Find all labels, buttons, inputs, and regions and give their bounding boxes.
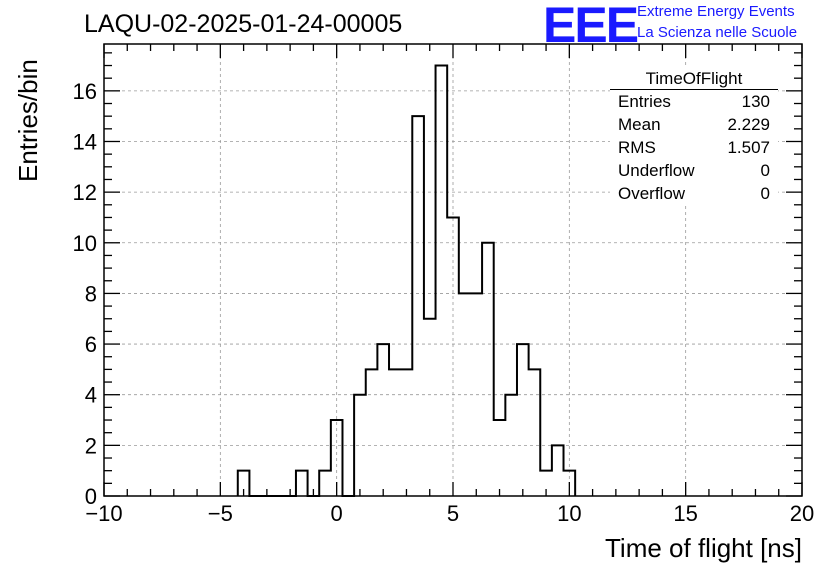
- logo-subtitle-line1: Extreme Energy Events: [637, 3, 795, 20]
- tick-labels: −10 −5 0 5 10 15 20 0 2 4 6 8 10 12 14 16: [73, 79, 815, 526]
- stats-row-entries: Entries 130: [610, 90, 778, 113]
- x-tick-label: 0: [331, 501, 343, 526]
- stats-row-rms: RMS 1.507: [610, 136, 778, 159]
- stats-label: Overflow: [618, 184, 686, 203]
- stats-label: Mean: [618, 115, 661, 134]
- y-tick-label: 0: [85, 484, 97, 509]
- y-tick-label: 4: [85, 383, 97, 408]
- stats-row-overflow: Overflow 0: [610, 182, 778, 205]
- histogram-bin: [366, 369, 378, 496]
- eee-logo: EEE: [543, 0, 639, 53]
- histogram-bin: [552, 445, 564, 496]
- y-tick-label: 2: [85, 433, 97, 458]
- logo-subtitle-line2: La Scienza nelle Scuole: [637, 24, 798, 41]
- stats-value: 1.507: [727, 138, 770, 157]
- histogram-bin: [389, 369, 401, 496]
- y-axis-label: Entries/bin: [13, 59, 43, 182]
- histogram-bin: [296, 471, 308, 496]
- stats-row-underflow: Underflow 0: [610, 159, 778, 182]
- histogram-bin: [424, 319, 436, 496]
- histogram-bin: [377, 344, 389, 496]
- y-tick-label: 8: [85, 281, 97, 306]
- y-tick-label: 10: [73, 231, 97, 256]
- axis-ticks: [103, 44, 803, 497]
- histogram-step-line: [236, 64, 577, 497]
- histogram-bin: [412, 116, 424, 496]
- histogram-bin: [494, 420, 506, 496]
- y-tick-label: 14: [73, 129, 97, 154]
- x-tick-label: 5: [447, 501, 459, 526]
- stats-label: Underflow: [618, 161, 695, 180]
- stats-value: 0: [760, 184, 770, 203]
- x-tick-label: 20: [790, 501, 814, 526]
- histogram-series: [236, 64, 577, 497]
- x-tick-label: 15: [673, 501, 697, 526]
- stats-value: 130: [741, 92, 770, 111]
- x-axis-label: Time of flight [ns]: [605, 533, 802, 563]
- x-tick-label: −5: [208, 501, 233, 526]
- stats-label: Entries: [618, 92, 671, 111]
- stats-value: 0: [760, 161, 770, 180]
- stats-box: TimeOfFlight Entries 130 Mean 2.229 RMS …: [610, 68, 778, 205]
- stats-row-mean: Mean 2.229: [610, 113, 778, 136]
- histogram-bin: [436, 66, 448, 496]
- x-tick-label: 10: [557, 501, 581, 526]
- grid-lines: [104, 44, 802, 496]
- histogram-bin: [482, 243, 494, 496]
- y-tick-label: 6: [85, 332, 97, 357]
- histogram-bin: [319, 471, 331, 496]
- x-tick-label: −10: [85, 501, 122, 526]
- histogram-bin: [529, 369, 541, 496]
- stats-label: RMS: [618, 138, 656, 157]
- y-tick-label: 12: [73, 180, 97, 205]
- stats-title: TimeOfFlight: [610, 68, 778, 90]
- histogram-bin: [401, 369, 413, 496]
- histogram-bin: [517, 344, 529, 496]
- stats-value: 2.229: [727, 115, 770, 134]
- chart-title: LAQU-02-2025-01-24-00005: [84, 10, 403, 38]
- y-tick-label: 16: [73, 79, 97, 104]
